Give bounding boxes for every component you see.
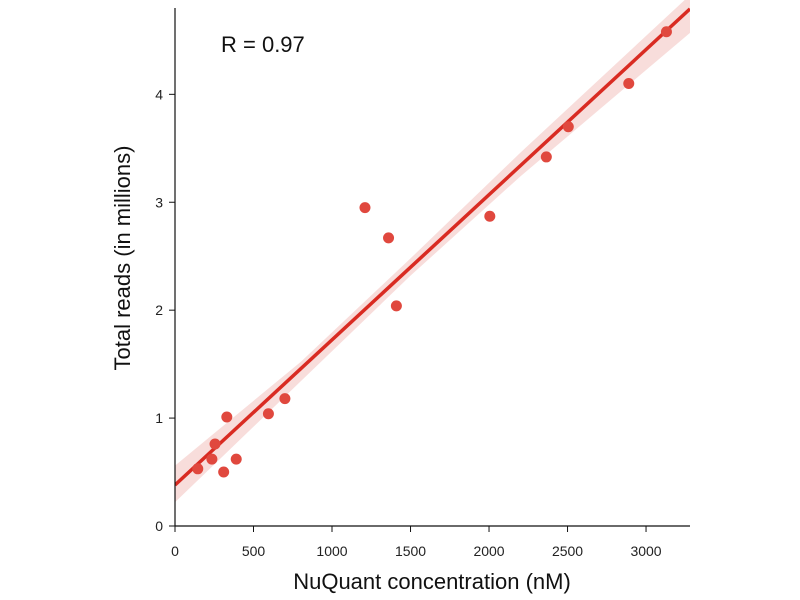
- data-point: [221, 411, 233, 423]
- data-point: [562, 121, 574, 133]
- data-point: [359, 202, 371, 214]
- data-point: [230, 453, 242, 465]
- regression-line: [175, 7, 690, 487]
- y-tick-label: 3: [155, 194, 163, 210]
- x-tick-label: 0: [171, 543, 179, 559]
- x-tick-label: 500: [242, 543, 266, 559]
- data-point: [218, 466, 230, 478]
- x-tick-label: 3000: [630, 543, 661, 559]
- data-point: [206, 453, 218, 465]
- data-point: [383, 232, 395, 244]
- data-point: [540, 151, 552, 163]
- y-tick-label: 0: [155, 518, 163, 534]
- x-axis-label: NuQuant concentration (nM): [293, 569, 571, 594]
- x-tick-label: 1500: [395, 543, 426, 559]
- y-tick-label: 2: [155, 302, 163, 318]
- data-point: [484, 210, 496, 222]
- x-tick-label: 2000: [473, 543, 504, 559]
- data-point: [262, 408, 274, 420]
- y-tick-label: 4: [155, 86, 163, 102]
- data-point: [390, 300, 402, 312]
- data-point: [192, 463, 204, 475]
- correlation-annotation: R = 0.97: [221, 32, 305, 57]
- y-tick-label: 1: [155, 410, 163, 426]
- data-point: [660, 26, 672, 38]
- data-point: [623, 78, 635, 90]
- data-point: [209, 438, 221, 450]
- x-tick-label: 1000: [316, 543, 347, 559]
- data-point: [279, 393, 291, 405]
- x-tick-label: 2500: [552, 543, 583, 559]
- confidence-band: [175, 0, 690, 503]
- y-axis-label: Total reads (in millions): [110, 146, 135, 371]
